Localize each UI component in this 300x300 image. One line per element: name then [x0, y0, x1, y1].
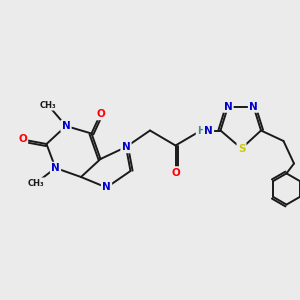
Text: N: N	[61, 121, 70, 131]
Text: S: S	[238, 143, 245, 154]
Text: N: N	[102, 182, 111, 193]
Text: H: H	[197, 125, 205, 136]
Text: O: O	[18, 134, 27, 145]
Text: O: O	[171, 167, 180, 178]
Text: CH₃: CH₃	[40, 100, 56, 109]
Text: CH₃: CH₃	[28, 178, 44, 188]
Text: N: N	[224, 101, 232, 112]
Text: O: O	[96, 109, 105, 119]
Text: N: N	[51, 163, 60, 173]
Text: N: N	[204, 125, 213, 136]
Text: N: N	[122, 142, 130, 152]
Text: N: N	[249, 101, 258, 112]
